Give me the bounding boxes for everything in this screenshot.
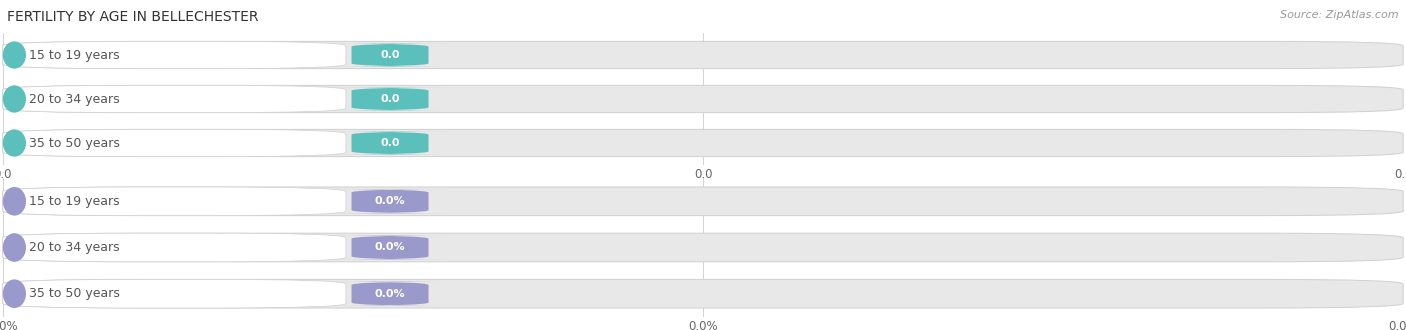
Ellipse shape bbox=[3, 85, 25, 113]
FancyBboxPatch shape bbox=[3, 187, 1403, 215]
Text: 0.0: 0.0 bbox=[380, 94, 399, 104]
Text: 0.0: 0.0 bbox=[380, 138, 399, 148]
Text: 0.0%: 0.0% bbox=[375, 243, 405, 252]
Text: 20 to 34 years: 20 to 34 years bbox=[28, 92, 120, 106]
Text: FERTILITY BY AGE IN BELLECHESTER: FERTILITY BY AGE IN BELLECHESTER bbox=[7, 10, 259, 24]
Text: 15 to 19 years: 15 to 19 years bbox=[28, 49, 120, 61]
FancyBboxPatch shape bbox=[3, 233, 1403, 262]
FancyBboxPatch shape bbox=[3, 233, 346, 262]
Text: 35 to 50 years: 35 to 50 years bbox=[28, 287, 120, 300]
FancyBboxPatch shape bbox=[3, 129, 346, 157]
Ellipse shape bbox=[3, 187, 25, 215]
FancyBboxPatch shape bbox=[330, 132, 450, 154]
FancyBboxPatch shape bbox=[3, 85, 1403, 113]
Text: 15 to 19 years: 15 to 19 years bbox=[28, 195, 120, 208]
Text: 20 to 34 years: 20 to 34 years bbox=[28, 241, 120, 254]
Ellipse shape bbox=[3, 41, 25, 69]
Text: 0.0%: 0.0% bbox=[375, 289, 405, 299]
FancyBboxPatch shape bbox=[3, 85, 346, 113]
FancyBboxPatch shape bbox=[3, 280, 1403, 308]
Ellipse shape bbox=[3, 129, 25, 157]
Text: 0.0: 0.0 bbox=[380, 50, 399, 60]
Ellipse shape bbox=[3, 280, 25, 308]
FancyBboxPatch shape bbox=[3, 129, 1403, 157]
FancyBboxPatch shape bbox=[330, 236, 450, 259]
FancyBboxPatch shape bbox=[330, 189, 450, 213]
FancyBboxPatch shape bbox=[330, 44, 450, 66]
Text: 0.0%: 0.0% bbox=[375, 196, 405, 206]
Text: 35 to 50 years: 35 to 50 years bbox=[28, 137, 120, 149]
FancyBboxPatch shape bbox=[3, 280, 346, 308]
FancyBboxPatch shape bbox=[3, 41, 346, 69]
FancyBboxPatch shape bbox=[330, 87, 450, 111]
FancyBboxPatch shape bbox=[3, 41, 1403, 69]
Ellipse shape bbox=[3, 233, 25, 262]
Text: Source: ZipAtlas.com: Source: ZipAtlas.com bbox=[1281, 10, 1399, 20]
FancyBboxPatch shape bbox=[330, 282, 450, 306]
FancyBboxPatch shape bbox=[3, 187, 346, 215]
